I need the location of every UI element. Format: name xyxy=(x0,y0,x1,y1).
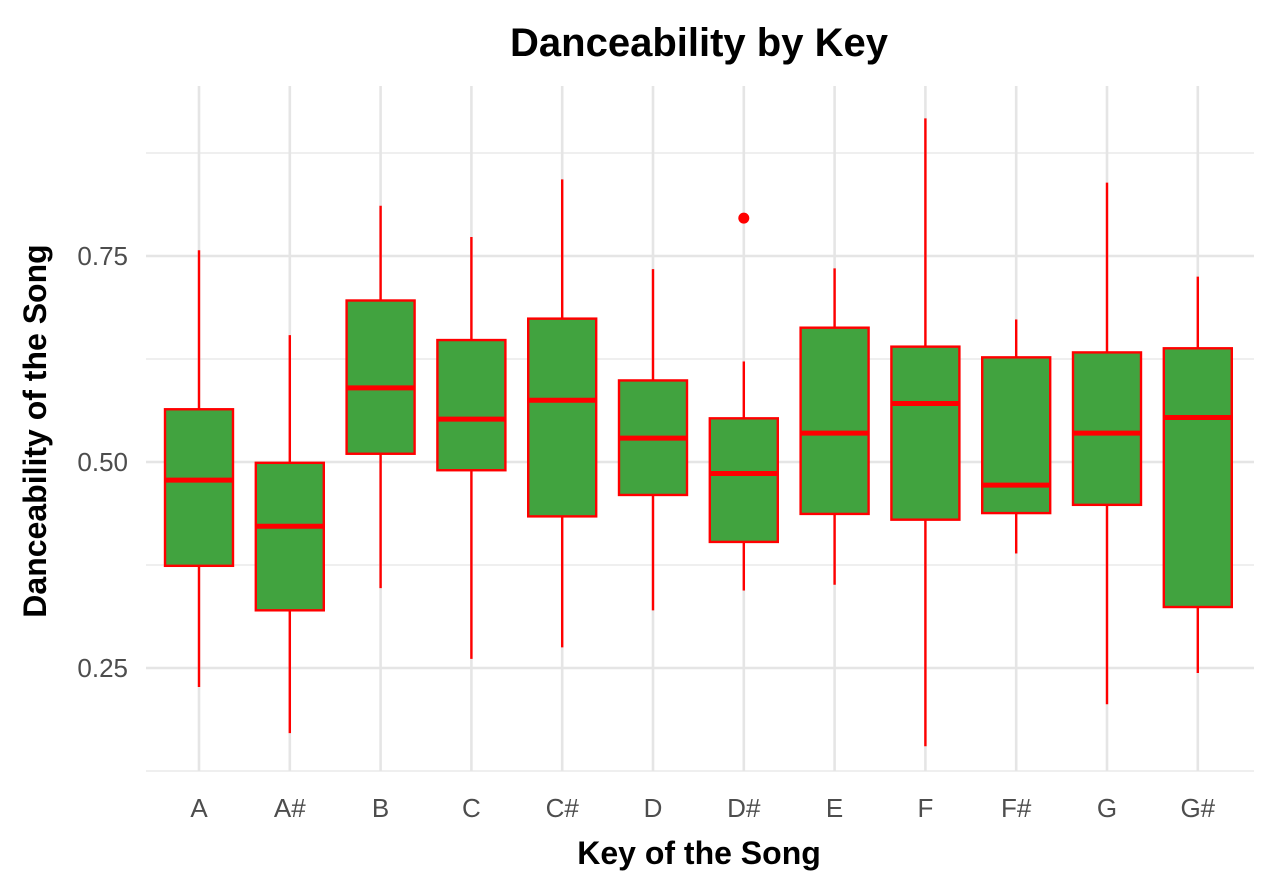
box-G# xyxy=(1162,276,1234,673)
x-tick-label: B xyxy=(372,793,389,823)
box-G xyxy=(1071,182,1143,705)
box-A# xyxy=(254,335,326,734)
iqr-box xyxy=(345,299,416,455)
x-tick-label: G xyxy=(1097,793,1117,823)
iqr-box xyxy=(708,417,779,544)
x-tick-label: E xyxy=(826,793,843,823)
iqr-box xyxy=(163,408,235,568)
iqr-box xyxy=(981,356,1052,515)
iqr-box xyxy=(527,317,598,518)
boxes xyxy=(163,118,1234,747)
box-B xyxy=(345,205,416,589)
y-axis-ticks: 0.25 0.50 0.75 xyxy=(77,241,128,683)
x-tick-label: C# xyxy=(546,793,580,823)
box-A xyxy=(163,250,235,687)
box-C xyxy=(436,237,507,659)
iqr-box xyxy=(1071,351,1143,507)
outlier-point xyxy=(738,212,750,224)
x-tick-label: G# xyxy=(1180,793,1215,823)
x-axis-ticks: A A# B C C# D D# E F F# G G# xyxy=(190,793,1215,823)
y-tick-label: 0.25 xyxy=(77,653,128,683)
iqr-box xyxy=(890,345,961,521)
x-tick-label: F# xyxy=(1001,793,1032,823)
box-D# xyxy=(708,212,779,591)
box-E xyxy=(799,268,870,585)
x-tick-label: D# xyxy=(727,793,761,823)
chart-title: Danceability by Key xyxy=(510,21,889,65)
x-tick-label: D xyxy=(644,793,663,823)
y-axis-title: Danceability of the Song xyxy=(17,244,53,617)
y-tick-label: 0.50 xyxy=(77,447,128,477)
y-tick-label: 0.75 xyxy=(77,241,128,271)
x-tick-label: C xyxy=(462,793,481,823)
box-D xyxy=(617,269,689,611)
box-F xyxy=(890,118,961,747)
x-tick-label: F xyxy=(917,793,933,823)
x-tick-label: A# xyxy=(274,793,306,823)
iqr-box xyxy=(799,326,870,516)
box-C# xyxy=(527,179,598,648)
iqr-box xyxy=(436,338,507,472)
x-axis-title: Key of the Song xyxy=(577,835,821,871)
iqr-box xyxy=(254,461,326,612)
iqr-box xyxy=(1162,347,1234,609)
box-F# xyxy=(981,319,1052,554)
x-tick-label: A xyxy=(190,793,208,823)
